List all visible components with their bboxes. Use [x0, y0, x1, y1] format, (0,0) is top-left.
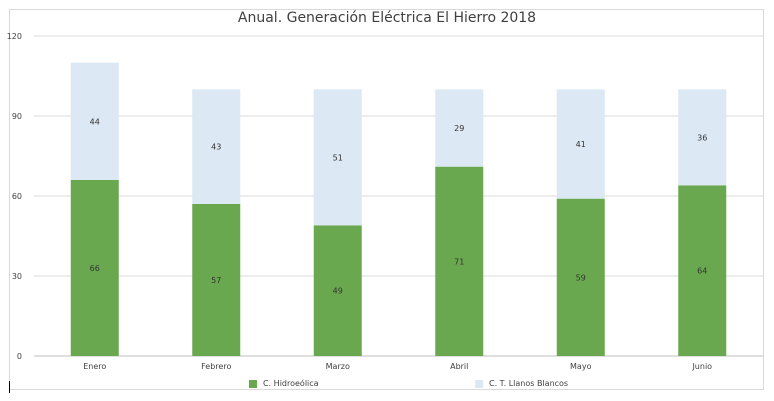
bar-mayo-series-1 — [556, 89, 605, 199]
chart-title: Anual. Generación Eléctrica El Hierro 20… — [237, 10, 537, 26]
bar-junio-series-1 — [678, 89, 727, 186]
bars — [70, 62, 727, 356]
y-tick-label: 30 — [12, 272, 22, 281]
legend-swatch-llanos-blancos — [475, 379, 483, 388]
bar-mayo-series-0 — [556, 198, 605, 356]
x-tick-label: Enero — [83, 362, 106, 371]
data-labels: 66 44 57 43 49 51 71 29 59 41 64 36 — [90, 117, 708, 295]
data-label: 43 — [211, 143, 221, 152]
data-label: 29 — [454, 124, 464, 133]
y-tick-label: 90 — [12, 112, 22, 121]
legend-item-hidroeolica: C. Hidroeólica — [249, 379, 319, 388]
bar-abril-series-0 — [435, 166, 484, 356]
legend-label-hidroeolica: C. Hidroeólica — [263, 379, 319, 388]
data-label: 44 — [90, 117, 100, 126]
bar-febrero-series-0 — [192, 204, 241, 356]
bar-junio-series-0 — [678, 185, 727, 356]
bar-enero-series-1 — [70, 62, 119, 180]
bar-febrero-series-1 — [192, 89, 241, 204]
x-tick-label: Junio — [691, 362, 712, 371]
x-tick-label: Febrero — [201, 362, 231, 371]
data-label: 57 — [211, 276, 221, 285]
y-axis-ticks: 0 30 60 90 120 — [7, 32, 22, 361]
bar-abril-series-1 — [435, 89, 484, 167]
data-label: 41 — [576, 140, 586, 149]
data-label: 66 — [90, 264, 100, 273]
gridlines — [34, 35, 763, 357]
legend-item-llanos-blancos: C. T. Llanos Blancos — [475, 379, 568, 388]
bar-enero-series-0 — [70, 180, 119, 356]
y-tick-label: 0 — [17, 352, 22, 361]
text-cursor — [9, 381, 10, 393]
x-tick-label: Marzo — [326, 362, 350, 371]
x-tick-label: Abril — [450, 362, 468, 371]
y-tick-label: 60 — [12, 192, 22, 201]
legend: C. Hidroeólica C. T. Llanos Blancos — [0, 379, 774, 393]
y-tick-label: 120 — [7, 32, 22, 41]
legend-label-llanos-blancos: C. T. Llanos Blancos — [489, 379, 569, 388]
x-tick-label: Mayo — [570, 362, 592, 371]
data-label: 64 — [697, 267, 707, 276]
data-label: 49 — [333, 287, 343, 296]
x-axis-ticks: Enero Febrero Marzo Abril Mayo Junio — [83, 362, 712, 371]
bar-marzo-series-1 — [313, 89, 362, 226]
bar-marzo-series-0 — [313, 225, 362, 356]
data-label: 36 — [697, 133, 707, 142]
legend-swatch-hidroeolica — [249, 379, 257, 388]
data-label: 71 — [454, 257, 464, 266]
chart-frame — [9, 9, 764, 390]
data-label: 51 — [333, 153, 343, 162]
data-label: 59 — [576, 273, 586, 282]
